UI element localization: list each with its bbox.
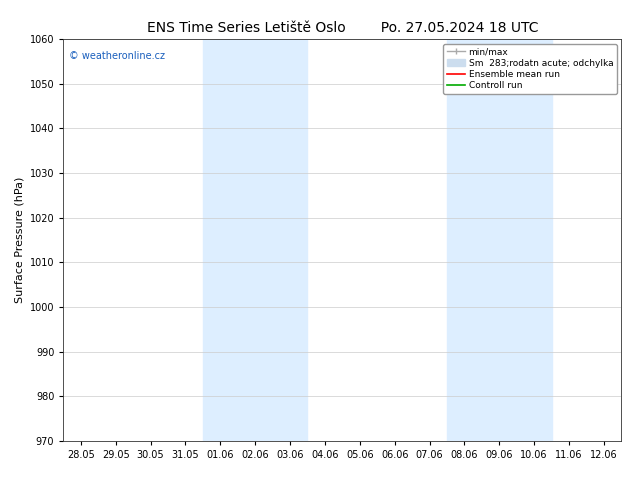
Legend: min/max, Sm  283;rodatn acute; odchylka, Ensemble mean run, Controll run: min/max, Sm 283;rodatn acute; odchylka, …	[443, 44, 617, 94]
Title: ENS Time Series Letiště Oslo        Po. 27.05.2024 18 UTC: ENS Time Series Letiště Oslo Po. 27.05.2…	[146, 21, 538, 35]
Text: © weatheronline.cz: © weatheronline.cz	[69, 51, 165, 61]
Bar	[447, 39, 552, 441]
Y-axis label: Surface Pressure (hPa): Surface Pressure (hPa)	[14, 177, 24, 303]
Bar	[203, 39, 307, 441]
